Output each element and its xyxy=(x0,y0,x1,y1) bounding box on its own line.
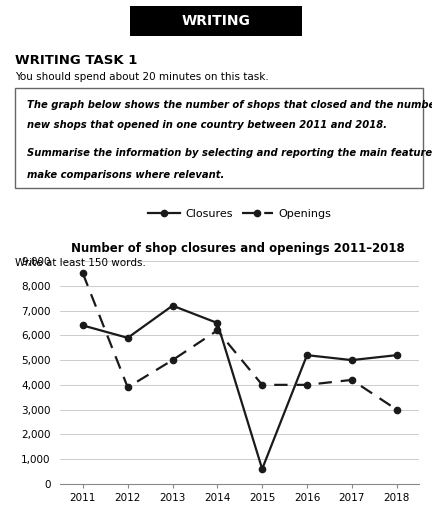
Text: WRITING TASK 1: WRITING TASK 1 xyxy=(15,54,137,67)
Legend: Closures, Openings: Closures, Openings xyxy=(144,204,336,223)
Text: Number of shop closures and openings 2011–2018: Number of shop closures and openings 201… xyxy=(71,242,404,255)
Text: You should spend about 20 minutes on this task.: You should spend about 20 minutes on thi… xyxy=(15,72,269,82)
Text: Summarise the information by selecting and reporting the main features, and: Summarise the information by selecting a… xyxy=(27,148,432,158)
Text: new shops that opened in one country between 2011 and 2018.: new shops that opened in one country bet… xyxy=(27,120,388,130)
Text: The graph below shows the number of shops that closed and the number of: The graph below shows the number of shop… xyxy=(27,100,432,110)
Text: WRITING: WRITING xyxy=(181,14,251,28)
Text: make comparisons where relevant.: make comparisons where relevant. xyxy=(27,170,225,180)
Text: Write at least 150 words.: Write at least 150 words. xyxy=(15,258,146,268)
FancyBboxPatch shape xyxy=(15,88,423,188)
